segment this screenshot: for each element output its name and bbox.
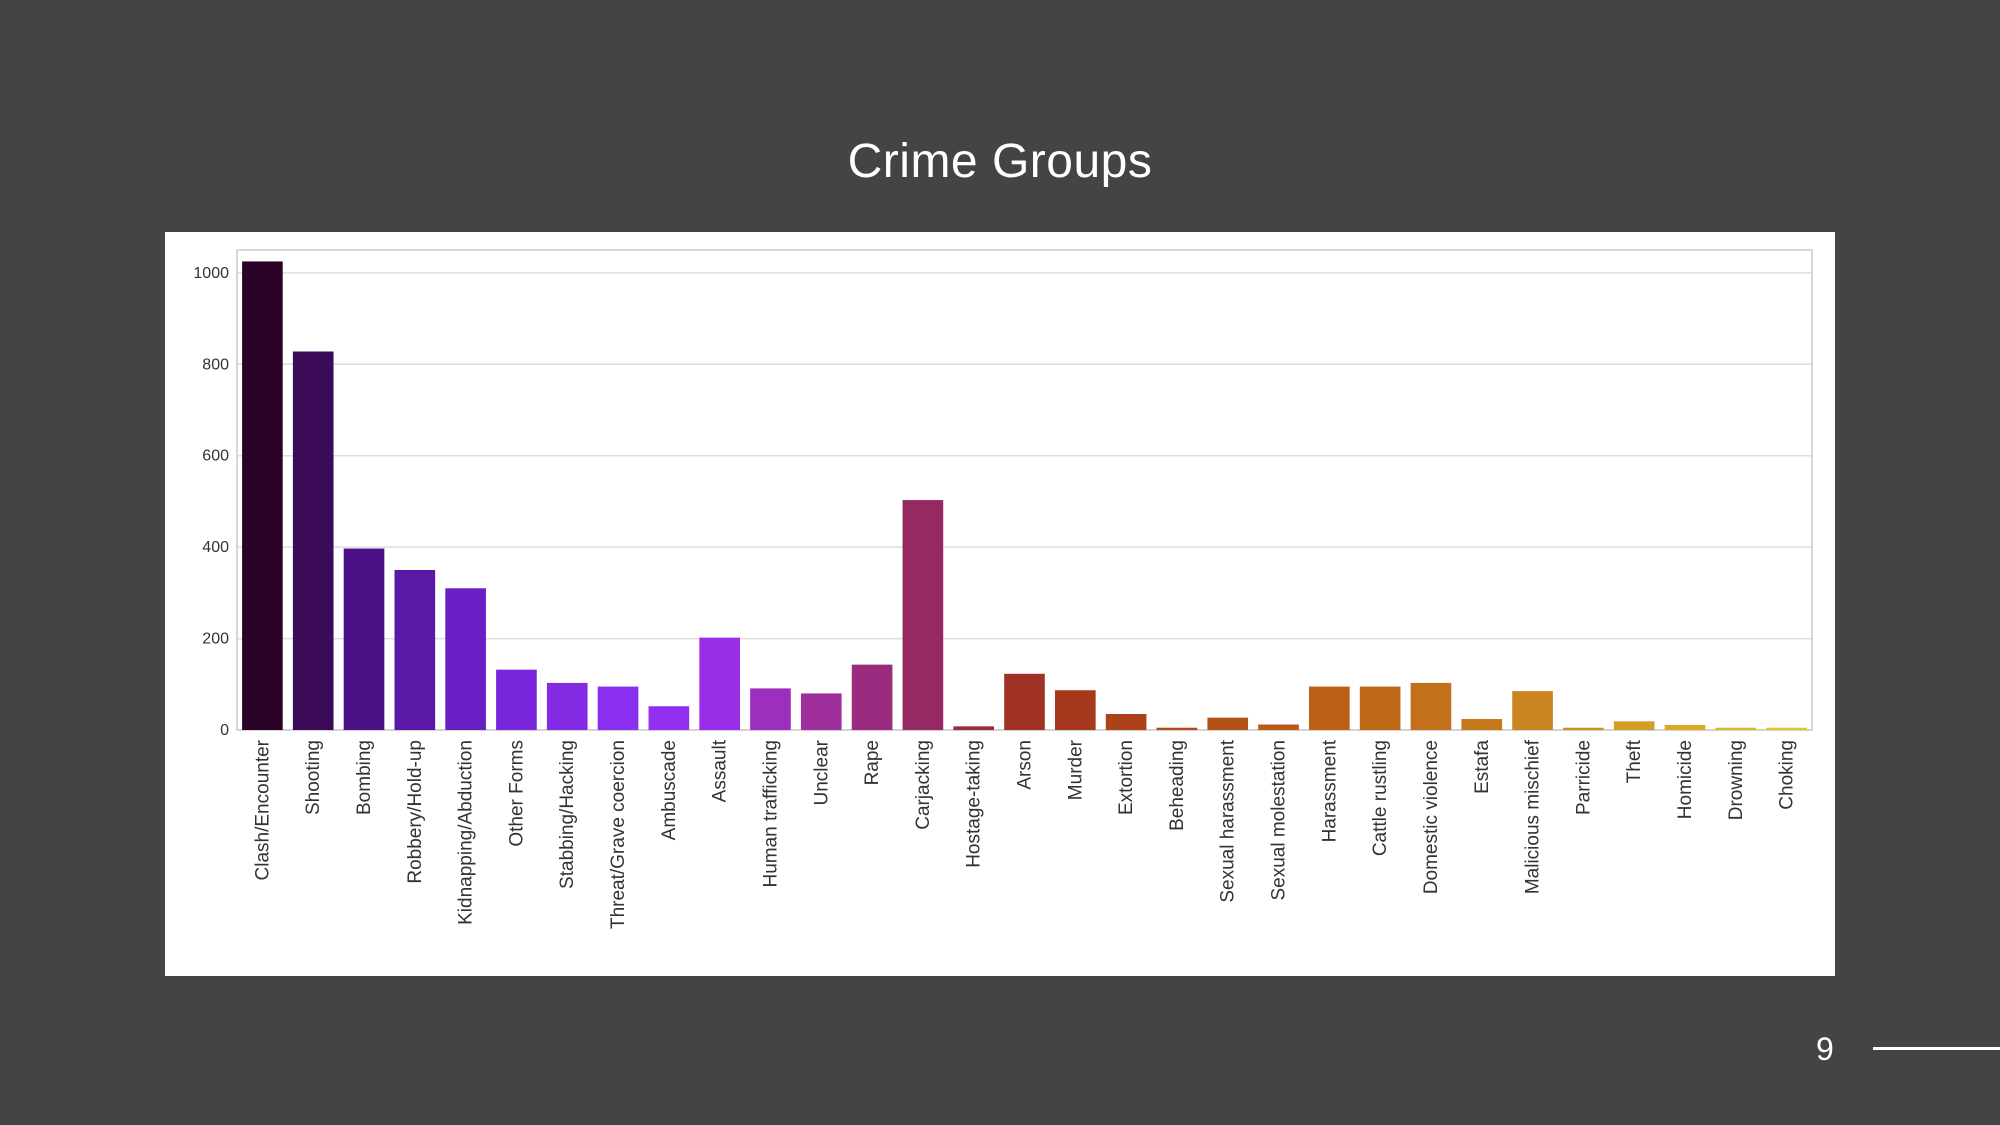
bar — [699, 637, 740, 730]
x-tick-label: Drowning — [1726, 740, 1747, 820]
bar — [496, 669, 537, 730]
bar — [597, 686, 639, 730]
bar — [546, 682, 588, 730]
x-tick-label: Hostage-taking — [964, 740, 985, 868]
bar-chart: 0 200 400 600 800 1000 Clash/Encounter Shooting… — [193, 249, 1813, 929]
x-tick-label: Threat/Grave coercion — [608, 740, 629, 929]
bar — [1613, 721, 1655, 730]
bar — [445, 588, 486, 730]
bar — [343, 548, 385, 730]
x-tick-label: Choking — [1777, 740, 1798, 810]
x-tick-label: Parricide — [1573, 740, 1594, 815]
x-tick-label: Carjacking — [913, 740, 934, 830]
x-tick-label: Unclear — [811, 739, 832, 805]
x-tick-label: Murder — [1065, 739, 1086, 800]
bar — [1004, 673, 1045, 730]
x-tick-label: Stabbing/Hacking — [557, 740, 578, 889]
x-tick-label: Estafa — [1472, 740, 1493, 794]
bar — [1766, 727, 1807, 730]
x-tick-label: Homicide — [1675, 740, 1696, 819]
page-number: 9 — [1816, 1031, 1834, 1067]
y-tick-label: 1000 — [193, 265, 229, 282]
bar — [648, 706, 690, 730]
y-tick-label: 600 — [202, 448, 229, 465]
bar — [1309, 686, 1350, 730]
bar — [292, 351, 334, 730]
x-tick-label: Sexual harassment — [1218, 739, 1239, 902]
x-tick-label: Bombing — [354, 740, 375, 815]
x-tick-label: Arson — [1015, 740, 1036, 790]
x-tick-label: Sexual molestation — [1269, 740, 1290, 901]
x-tick-label: Harassment — [1319, 739, 1340, 842]
x-tick-label: Malicious mischief — [1523, 739, 1544, 894]
bar — [953, 726, 995, 730]
bar — [1664, 724, 1706, 730]
x-tick-label: Human trafficking — [760, 740, 781, 888]
x-tick-label: Theft — [1624, 739, 1645, 783]
x-tick-label: Other Forms — [506, 740, 527, 847]
bar — [1156, 727, 1198, 730]
bar — [1258, 724, 1299, 730]
x-tick-label: Domestic violence — [1421, 740, 1442, 894]
x-tick-label: Rape — [862, 740, 883, 785]
y-tick-label: 0 — [220, 722, 229, 739]
bar — [750, 688, 791, 730]
bar — [1207, 717, 1249, 730]
bar — [851, 664, 893, 730]
bar — [1715, 727, 1757, 730]
y-tick-label: 800 — [202, 356, 229, 373]
bar — [1563, 727, 1604, 730]
x-tick-label: Extortion — [1116, 740, 1137, 815]
slide-title: Crime Groups — [847, 135, 1153, 188]
x-tick-label: Clash/Encounter — [252, 739, 273, 880]
x-tick-label: Kidnapping/Abduction — [456, 740, 477, 925]
x-tick-label: Robbery/Hold-up — [405, 740, 426, 884]
y-tick-label: 200 — [202, 631, 229, 648]
bar — [1410, 682, 1452, 730]
bar — [394, 570, 436, 730]
bar — [1512, 691, 1553, 730]
bar — [800, 693, 842, 730]
bar — [1461, 719, 1503, 730]
x-tick-label: Ambuscade — [659, 740, 680, 840]
page-divider-line — [1873, 1047, 2000, 1050]
chart-card: 0 200 400 600 800 1000 Clash/Encounter Shooting… — [165, 232, 1835, 976]
bar — [1054, 690, 1096, 730]
x-tick-label: Shooting — [303, 740, 324, 815]
bar — [1105, 714, 1147, 730]
y-tick-label: 400 — [202, 539, 229, 556]
x-tick-label: Beheading — [1167, 740, 1188, 831]
x-tick-label: Cattle rustling — [1370, 740, 1391, 856]
x-tick-label: Assault — [710, 739, 731, 802]
bar — [902, 500, 944, 730]
bar — [242, 261, 283, 730]
bar — [1359, 686, 1401, 730]
